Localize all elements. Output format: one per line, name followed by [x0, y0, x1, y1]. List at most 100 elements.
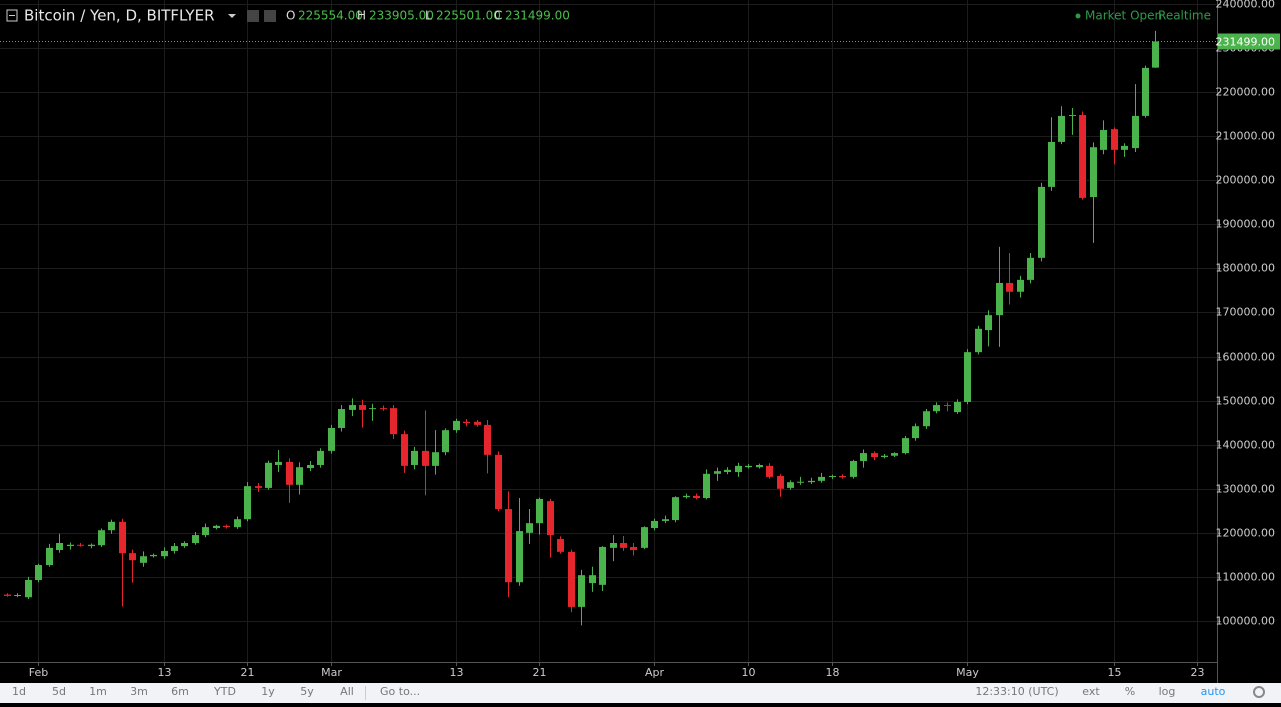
candle-body — [756, 464, 763, 468]
settings-gear[interactable] — [1253, 686, 1265, 698]
candle-body — [1058, 115, 1065, 142]
candle-body — [536, 498, 543, 524]
candle-body — [818, 476, 825, 481]
x-tick-label: May — [956, 666, 979, 679]
candle-body — [161, 550, 168, 557]
ohlc-value: 225554.00 — [298, 9, 363, 23]
candle-body — [766, 465, 773, 477]
candle-body — [1100, 130, 1107, 150]
ohlc-value: 233905.00 — [369, 9, 434, 23]
candle-body — [401, 434, 408, 466]
hide-icon[interactable] — [247, 10, 259, 22]
candle-body — [275, 461, 282, 465]
candle-body — [338, 409, 345, 428]
collapse-icon[interactable] — [6, 9, 18, 22]
range-button[interactable]: 5y — [300, 685, 314, 698]
candle-body — [328, 427, 335, 451]
candle-body — [641, 527, 648, 548]
range-button[interactable]: 1m — [89, 685, 107, 698]
candle-body — [724, 469, 731, 473]
candle-body — [317, 450, 324, 465]
candle-body — [1027, 257, 1034, 280]
candle-body — [244, 486, 251, 520]
candle-body — [693, 495, 700, 499]
candle-body — [171, 546, 178, 551]
range-button[interactable]: YTD — [213, 685, 236, 698]
candle-body — [265, 462, 272, 488]
candle-body — [777, 476, 784, 489]
range-button[interactable]: 5d — [52, 685, 66, 698]
last-price-box — [1218, 33, 1280, 50]
candle-body — [881, 455, 888, 458]
candle-body — [98, 530, 105, 546]
y-tick-label: 180000.00 — [1216, 262, 1276, 275]
candle-body — [630, 546, 637, 551]
candle-body — [787, 482, 794, 488]
candle-body — [307, 464, 314, 469]
candle-body — [1152, 41, 1159, 68]
bottom-toolbar — [0, 683, 1281, 703]
x-tick-label: 21 — [533, 666, 547, 679]
candle-body — [683, 495, 690, 498]
candle-body — [516, 531, 523, 583]
candle-body — [4, 594, 11, 596]
candle-body — [25, 580, 32, 598]
y-tick-label: 100000.00 — [1216, 615, 1276, 628]
range-button[interactable]: 1y — [261, 685, 275, 698]
candle-body — [1111, 129, 1118, 150]
candle-body — [1090, 147, 1097, 198]
candle-body — [1132, 115, 1139, 149]
ohlc-value: 231499.00 — [505, 9, 570, 23]
axis-option[interactable]: % — [1125, 685, 1135, 698]
goto-button[interactable]: Go to... — [380, 685, 420, 698]
x-tick-label: 15 — [1108, 666, 1122, 679]
candle-body — [1121, 145, 1128, 150]
candle-body — [808, 480, 815, 483]
candle-body — [714, 471, 721, 474]
candle-body — [495, 454, 502, 510]
symbol-title[interactable]: Bitcoin / Yen, D, BITFLYER — [24, 7, 215, 25]
last-price-label: 231499.00 — [1216, 36, 1276, 49]
range-button[interactable]: All — [340, 685, 354, 698]
candle-body — [369, 408, 376, 410]
y-tick-label: 130000.00 — [1216, 483, 1276, 496]
candle-body — [871, 453, 878, 458]
axis-option[interactable]: ext — [1082, 685, 1100, 698]
candle-body — [1079, 115, 1086, 198]
candle-body — [422, 450, 429, 466]
candle-body — [119, 521, 126, 554]
axis-option[interactable]: auto — [1201, 685, 1226, 698]
symbol-dropdown[interactable] — [228, 14, 236, 18]
x-tick-label: 23 — [1191, 666, 1205, 679]
y-tick-label: 200000.00 — [1216, 174, 1276, 187]
y-tick-label: 120000.00 — [1216, 527, 1276, 540]
range-button[interactable]: 1d — [12, 685, 26, 698]
candle-body — [662, 519, 669, 521]
toolbar-items: 1d 5d 1m 3m 6m YTD 1y 5y All Go to... 12:33:10 (UT… — [12, 685, 1226, 700]
candle-body — [651, 520, 658, 529]
candle-body — [286, 461, 293, 485]
candle-body — [975, 328, 982, 353]
y-tick-label: 160000.00 — [1216, 351, 1276, 364]
settings-icon[interactable] — [264, 10, 276, 22]
range-button[interactable]: 3m — [130, 685, 148, 698]
y-tick-label: 170000.00 — [1216, 306, 1276, 319]
candle-body — [672, 497, 679, 521]
axis-option[interactable]: log — [1159, 685, 1176, 698]
market-status: Market Open — [1085, 9, 1162, 23]
candle-body — [223, 525, 230, 528]
candle-body — [996, 282, 1003, 316]
candles — [4, 30, 1159, 626]
candle-body — [359, 405, 366, 410]
price-axis: 100000.00 110000.00 120000.00 130000.00 1400… — [1216, 0, 1276, 628]
candle-body — [829, 476, 836, 478]
candle-body — [505, 509, 512, 583]
range-button[interactable]: 6m — [171, 685, 189, 698]
y-tick-label: 140000.00 — [1216, 439, 1276, 452]
candle-body — [202, 527, 209, 536]
candle-body — [349, 405, 356, 410]
ohlc-name: C — [494, 9, 502, 23]
x-tick-label: Mar — [321, 666, 342, 679]
clock: 12:33:10 (UTC) — [975, 685, 1058, 698]
candle-body — [933, 405, 940, 412]
